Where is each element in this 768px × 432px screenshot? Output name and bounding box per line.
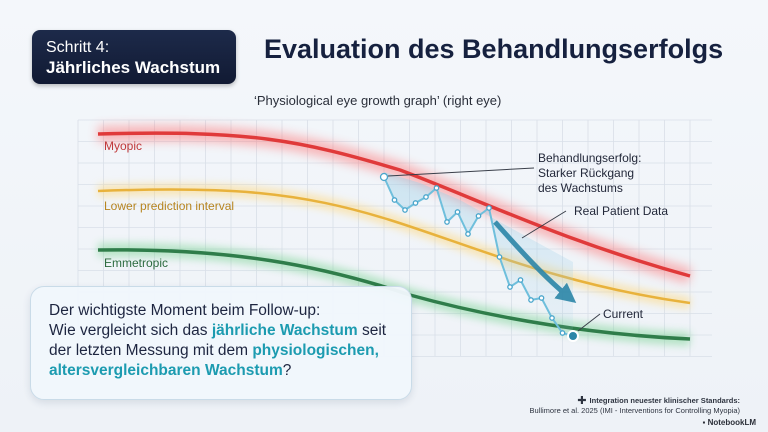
footer-line-1: Integration neuester klinischer Standard… xyxy=(589,396,740,405)
data-point xyxy=(475,213,482,219)
step-badge: Schritt 4: Jährliches Wachstum xyxy=(32,30,236,84)
current-point xyxy=(567,330,579,342)
callout-highlight-annual-growth: jährliche Wachstum xyxy=(211,322,358,339)
series-line-lower-interval xyxy=(97,188,691,305)
brand-logo: ▪ NotebookLM xyxy=(702,418,757,427)
data-point xyxy=(486,205,492,211)
data-point xyxy=(379,172,389,182)
page-title: Evaluation des Behandlungserfolgs xyxy=(264,34,724,64)
callout-highlight-physiological-growth: physiologischen, altersvergleichbaren Wa… xyxy=(49,342,379,379)
data-point xyxy=(517,277,524,283)
callout-line-success xyxy=(387,167,535,177)
footer-line-2: Bullimore et al. 2025 (IMI - Interventio… xyxy=(529,406,740,415)
data-point xyxy=(496,254,503,260)
data-point xyxy=(402,207,408,213)
callout-text-4: ? xyxy=(282,362,292,379)
callout-text-2: Wie vergleicht sich das xyxy=(49,322,212,339)
annotation-patient: Real Patient Data xyxy=(574,204,668,218)
data-point xyxy=(538,295,545,301)
data-point xyxy=(433,185,440,191)
data-point xyxy=(391,197,398,203)
label-emmetropic: Emmetropic xyxy=(104,256,168,270)
callout-line-patient xyxy=(521,210,567,239)
data-point xyxy=(423,194,429,200)
data-point xyxy=(412,200,419,206)
key-question-callout: Der wichtigste Moment beim Follow-up: Wi… xyxy=(30,286,412,400)
callout-text-1: Der wichtigste Moment beim Follow-up: xyxy=(49,302,321,319)
label-myopic: Myopic xyxy=(104,139,142,153)
step-number: Schritt 4: xyxy=(46,39,110,56)
patient-points xyxy=(379,172,579,342)
series-line-myopic xyxy=(97,131,691,278)
data-point xyxy=(528,297,534,303)
data-point xyxy=(549,315,555,321)
annotation-current: Current xyxy=(603,307,644,321)
chart-title: ‘Physiological eye growth graph’ (right … xyxy=(254,93,502,108)
callout-line-current xyxy=(577,313,601,332)
data-point xyxy=(507,284,513,290)
annotation-success: Behandlungserfolg: Starker Rückgang des … xyxy=(538,151,645,195)
label-lower-interval: Lower prediction interval xyxy=(104,199,234,213)
data-point xyxy=(465,231,471,237)
step-title: Jährliches Wachstum xyxy=(46,58,221,77)
medical-cross-icon: ✚ xyxy=(577,395,587,407)
data-point xyxy=(559,330,566,336)
data-point xyxy=(454,209,461,215)
callout-text-3: seit der letzten Messung mit dem xyxy=(49,322,387,359)
trend-arrow xyxy=(493,220,577,303)
data-point xyxy=(444,219,450,225)
footer-reference: ✚ Integration neuester klinischer Standar… xyxy=(529,396,740,416)
brand-name: NotebookLM xyxy=(707,418,756,427)
